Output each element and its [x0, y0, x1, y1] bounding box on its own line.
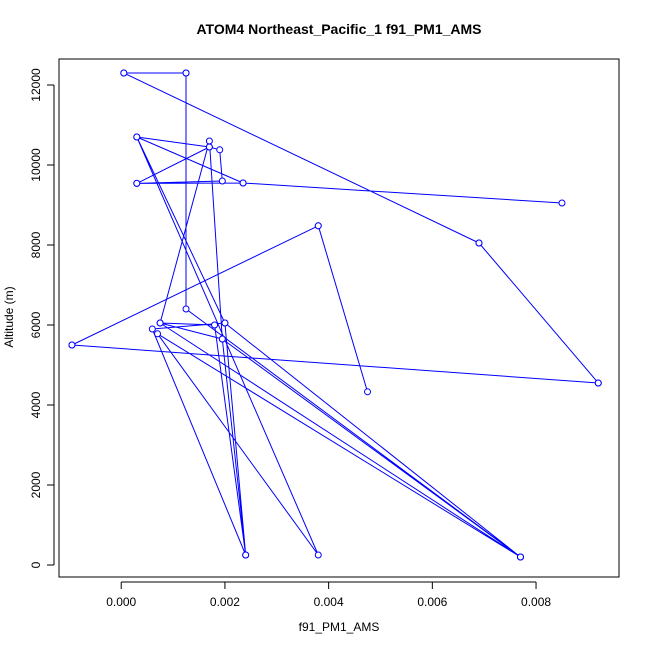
x-tick-label: 0.000 — [106, 595, 136, 609]
y-axis-label: Altitude (m) — [2, 286, 16, 347]
x-tick-label: 0.002 — [210, 595, 240, 609]
data-point — [221, 319, 229, 327]
data-point — [133, 133, 141, 141]
data-point — [133, 179, 141, 187]
data-point — [205, 137, 213, 145]
data-point — [558, 199, 566, 207]
data-point — [156, 319, 164, 327]
data-point — [182, 305, 190, 313]
data-point — [239, 179, 247, 187]
data-point — [516, 553, 524, 561]
x-tick-label: 0.004 — [314, 595, 344, 609]
x-axis-label: f91_PM1_AMS — [299, 620, 380, 634]
data-point — [154, 330, 162, 338]
data-point — [314, 551, 322, 559]
data-point — [120, 69, 128, 77]
data-point — [182, 69, 190, 77]
plot-frame — [58, 58, 620, 578]
y-tick-label: 10000 — [29, 148, 43, 182]
y-axis: 0 2000 4000 6000 8000 10000 12000 — [29, 68, 55, 568]
y-tick-label: 6000 — [29, 311, 43, 338]
data-point — [148, 325, 156, 333]
data-point — [314, 222, 322, 230]
data-point — [242, 551, 250, 559]
data-point — [475, 239, 483, 247]
data-point — [594, 379, 602, 387]
x-tick-label: 0.008 — [521, 595, 551, 609]
data-point — [205, 143, 213, 151]
x-axis: 0.000 0.002 0.004 0.006 0.008 — [106, 581, 551, 609]
data-point — [216, 146, 224, 154]
y-tick-label: 8000 — [29, 231, 43, 258]
x-tick-label: 0.006 — [417, 595, 447, 609]
data-point — [218, 335, 226, 343]
chart-title: ATOM4 Northeast_Pacific_1 f91_PM1_AMS — [196, 21, 481, 37]
y-tick-label: 4000 — [29, 391, 43, 418]
data-point — [68, 341, 76, 349]
y-tick-label: 2000 — [29, 471, 43, 498]
data-point — [364, 388, 372, 396]
data-point — [211, 321, 219, 329]
data-point — [218, 177, 226, 185]
y-tick-label: 0 — [29, 561, 43, 568]
y-tick-label: 12000 — [29, 68, 43, 102]
series-layer — [68, 69, 602, 561]
